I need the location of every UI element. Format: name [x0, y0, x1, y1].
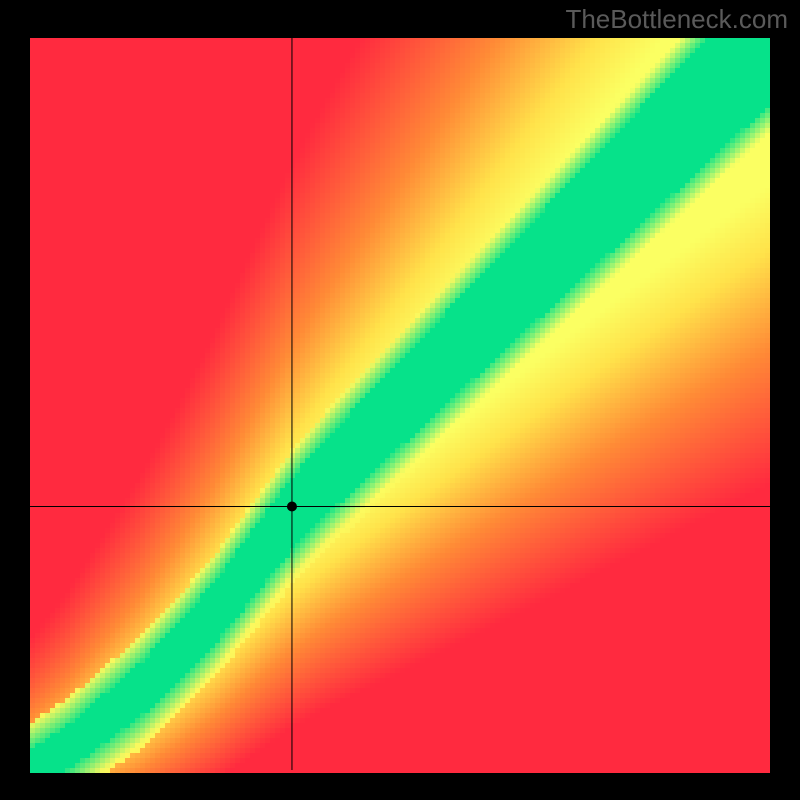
heatmap-canvas [0, 0, 800, 800]
chart-container: TheBottleneck.com [0, 0, 800, 800]
watermark-text: TheBottleneck.com [565, 4, 788, 35]
